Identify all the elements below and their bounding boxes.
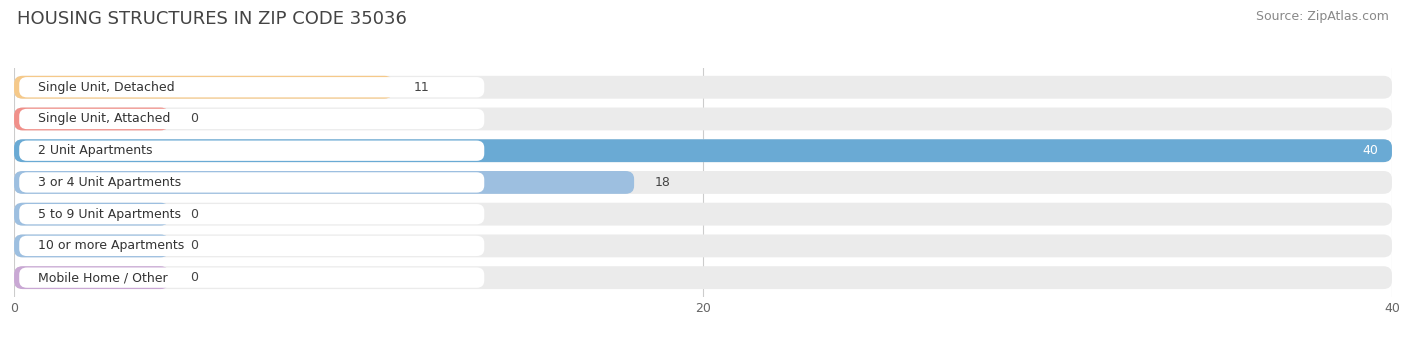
FancyBboxPatch shape (20, 172, 484, 193)
FancyBboxPatch shape (20, 140, 484, 161)
Text: Single Unit, Attached: Single Unit, Attached (38, 113, 170, 125)
FancyBboxPatch shape (14, 139, 1392, 162)
Text: Mobile Home / Other: Mobile Home / Other (38, 271, 167, 284)
FancyBboxPatch shape (14, 139, 1392, 162)
FancyBboxPatch shape (14, 266, 169, 289)
FancyBboxPatch shape (14, 107, 169, 130)
Text: 40: 40 (1362, 144, 1378, 157)
Text: 0: 0 (190, 271, 198, 284)
FancyBboxPatch shape (20, 77, 484, 98)
Text: 5 to 9 Unit Apartments: 5 to 9 Unit Apartments (38, 208, 181, 221)
FancyBboxPatch shape (20, 109, 484, 129)
FancyBboxPatch shape (14, 203, 169, 226)
FancyBboxPatch shape (14, 266, 1392, 289)
FancyBboxPatch shape (14, 203, 1392, 226)
FancyBboxPatch shape (14, 76, 394, 99)
Text: 18: 18 (655, 176, 671, 189)
FancyBboxPatch shape (20, 204, 484, 224)
Text: 11: 11 (413, 81, 429, 94)
Text: 10 or more Apartments: 10 or more Apartments (38, 239, 184, 252)
FancyBboxPatch shape (20, 236, 484, 256)
FancyBboxPatch shape (14, 235, 1392, 257)
Text: Source: ZipAtlas.com: Source: ZipAtlas.com (1256, 10, 1389, 23)
Text: 0: 0 (190, 208, 198, 221)
FancyBboxPatch shape (14, 171, 634, 194)
Text: Single Unit, Detached: Single Unit, Detached (38, 81, 174, 94)
Text: HOUSING STRUCTURES IN ZIP CODE 35036: HOUSING STRUCTURES IN ZIP CODE 35036 (17, 10, 406, 28)
FancyBboxPatch shape (14, 76, 1392, 99)
FancyBboxPatch shape (14, 171, 1392, 194)
Text: 0: 0 (190, 239, 198, 252)
Text: 2 Unit Apartments: 2 Unit Apartments (38, 144, 153, 157)
Text: 3 or 4 Unit Apartments: 3 or 4 Unit Apartments (38, 176, 181, 189)
FancyBboxPatch shape (20, 267, 484, 288)
FancyBboxPatch shape (14, 235, 169, 257)
FancyBboxPatch shape (14, 107, 1392, 130)
Text: 0: 0 (190, 113, 198, 125)
